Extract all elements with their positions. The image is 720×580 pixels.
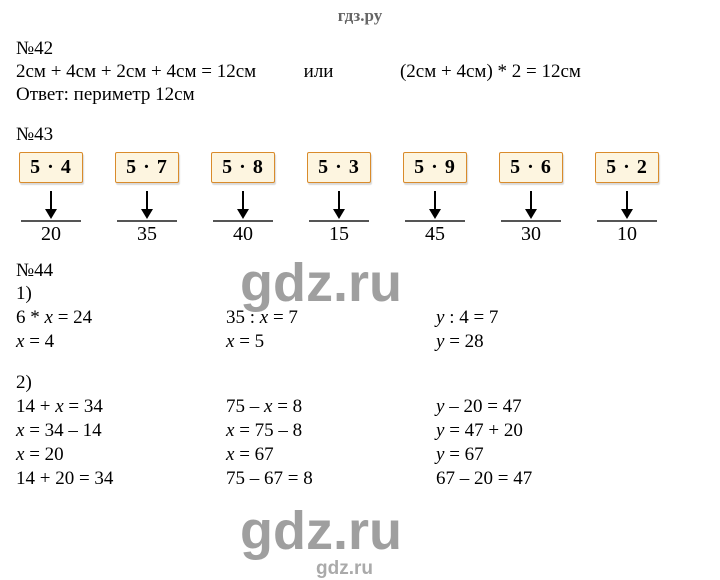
arrow-icon xyxy=(146,191,148,209)
equation-line: y = 28 xyxy=(436,331,586,353)
equation-line: 14 + 20 = 34 xyxy=(16,468,166,490)
arrow-icon xyxy=(338,191,340,209)
arrow-head-icon xyxy=(333,209,345,219)
task43-number: №43 xyxy=(16,124,704,146)
task43-result: 20 xyxy=(41,223,61,246)
task44-part1-grid: 6 * x = 24x = 4 35 : x = 7x = 5 y : 4 = … xyxy=(16,306,704,354)
arrow-head-icon xyxy=(45,209,57,219)
task43-card-col: 5 · 4 20 xyxy=(16,152,86,246)
equation-line: y = 67 xyxy=(436,444,586,466)
equation-line: 6 * x = 24 xyxy=(16,307,166,329)
task43-result: 40 xyxy=(233,223,253,246)
result-underline xyxy=(213,220,273,222)
equation-line: y – 20 = 47 xyxy=(436,396,586,418)
task44-p1-col1: 6 * x = 24x = 4 xyxy=(16,306,166,354)
equation-line: x = 67 xyxy=(226,444,376,466)
task44-p2-col1: 14 + x = 34x = 34 – 14x = 2014 + 20 = 34 xyxy=(16,395,166,491)
equation-line: 75 – 67 = 8 xyxy=(226,468,376,490)
task43-card-col: 5 · 7 35 xyxy=(112,152,182,246)
equation-line: x = 20 xyxy=(16,444,166,466)
task42-number: №42 xyxy=(16,38,704,60)
task43-card-col: 5 · 9 45 xyxy=(400,152,470,246)
task43-card-col: 5 · 6 30 xyxy=(496,152,566,246)
arrow-head-icon xyxy=(525,209,537,219)
arrow-head-icon xyxy=(621,209,633,219)
equation-line: 14 + x = 34 xyxy=(16,396,166,418)
result-underline xyxy=(117,220,177,222)
task43-result: 45 xyxy=(425,223,445,246)
task43-card: 5 · 3 xyxy=(307,152,371,183)
task43-result: 10 xyxy=(617,223,637,246)
content: №42 2см + 4см + 2см + 4см = 12см или (2с… xyxy=(0,26,720,491)
equation-line: x = 34 – 14 xyxy=(16,420,166,442)
task42-line1: 2см + 4см + 2см + 4см = 12см или (2см + … xyxy=(16,61,704,83)
arrow-head-icon xyxy=(429,209,441,219)
equation-line: y : 4 = 7 xyxy=(436,307,586,329)
page-header: гдз.ру xyxy=(0,0,720,26)
equation-line: x = 75 – 8 xyxy=(226,420,376,442)
task44-part1-label: 1) xyxy=(16,283,704,305)
arrow-icon xyxy=(242,191,244,209)
equation-line: x = 5 xyxy=(226,331,376,353)
task42-line1-left: 2см + 4см + 2см + 4см = 12см xyxy=(16,61,256,82)
result-underline xyxy=(309,220,369,222)
equation-line: 67 – 20 = 47 xyxy=(436,468,586,490)
arrow-icon xyxy=(626,191,628,209)
equation-line: x = 4 xyxy=(16,331,166,353)
task43-result: 30 xyxy=(521,223,541,246)
arrow-icon xyxy=(434,191,436,209)
equation-line: 75 – x = 8 xyxy=(226,396,376,418)
task43-card-col: 5 · 8 40 xyxy=(208,152,278,246)
watermark-small: gdz.ru xyxy=(316,558,373,580)
task44-part2-grid: 14 + x = 34x = 34 – 14x = 2014 + 20 = 34… xyxy=(16,395,704,491)
task44-p1-col3: y : 4 = 7y = 28 xyxy=(436,306,586,354)
task43-card: 5 · 4 xyxy=(19,152,83,183)
task43-card: 5 · 6 xyxy=(499,152,563,183)
watermark-big-2: gdz.ru xyxy=(240,500,402,562)
task44-p2-col3: y – 20 = 47y = 47 + 20y = 6767 – 20 = 47 xyxy=(436,395,586,491)
task44-number: №44 xyxy=(16,260,704,282)
arrow-icon xyxy=(530,191,532,209)
task43-result: 15 xyxy=(329,223,349,246)
task42-line1-mid: или xyxy=(304,61,334,82)
result-underline xyxy=(597,220,657,222)
task44-p1-col2: 35 : x = 7x = 5 xyxy=(226,306,376,354)
arrow-head-icon xyxy=(237,209,249,219)
task43-card: 5 · 2 xyxy=(595,152,659,183)
arrow-head-icon xyxy=(141,209,153,219)
equation-line: y = 47 + 20 xyxy=(436,420,586,442)
task43-card: 5 · 9 xyxy=(403,152,467,183)
arrow-icon xyxy=(50,191,52,209)
task43-result: 35 xyxy=(137,223,157,246)
result-underline xyxy=(405,220,465,222)
task43-card: 5 · 7 xyxy=(115,152,179,183)
task43-cards-row: 5 · 4 20 5 · 7 35 5 · 8 40 5 · 3 15 5 · 9 45 5 · 6… xyxy=(16,152,704,246)
task42-line1-right: (2см + 4см) * 2 = 12см xyxy=(400,61,581,82)
result-underline xyxy=(21,220,81,222)
task43-card-col: 5 · 3 15 xyxy=(304,152,374,246)
task44-p2-col2: 75 – x = 8x = 75 – 8x = 6775 – 67 = 8 xyxy=(226,395,376,491)
task43-card: 5 · 8 xyxy=(211,152,275,183)
result-underline xyxy=(501,220,561,222)
task42-answer: Ответ: периметр 12см xyxy=(16,84,704,106)
task43-card-col: 5 · 2 10 xyxy=(592,152,662,246)
equation-line: 35 : x = 7 xyxy=(226,307,376,329)
task44-part2-label: 2) xyxy=(16,372,704,394)
